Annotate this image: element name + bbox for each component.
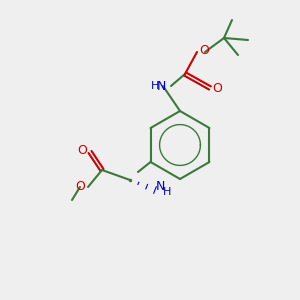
Text: H: H <box>151 81 159 91</box>
Text: O: O <box>75 181 85 194</box>
Text: N: N <box>156 80 166 92</box>
Text: O: O <box>199 44 209 56</box>
Text: O: O <box>77 143 87 157</box>
Text: H: H <box>163 187 171 197</box>
Text: N: N <box>155 179 165 193</box>
Text: O: O <box>212 82 222 94</box>
